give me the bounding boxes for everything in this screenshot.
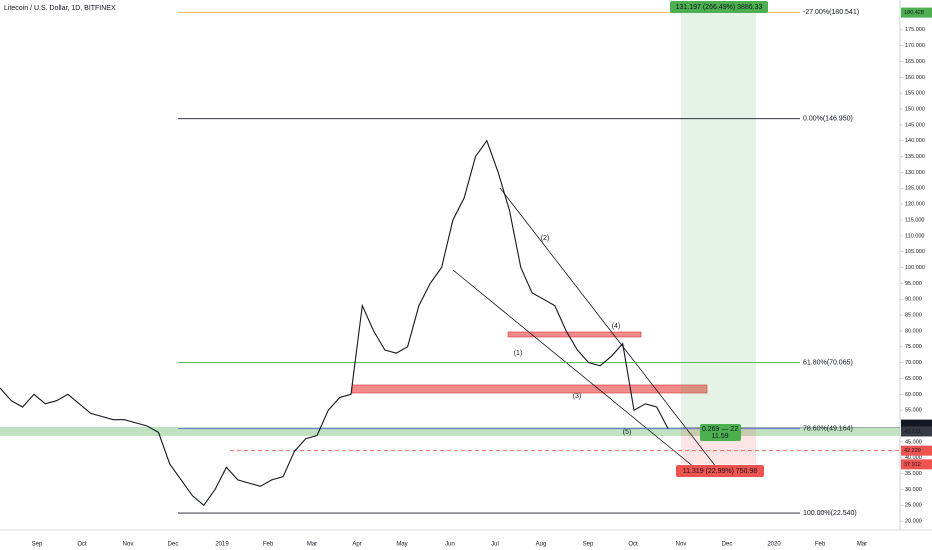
wave-label: (2) [541, 235, 550, 242]
price-tag [901, 445, 932, 456]
price-tag-label: 49.500 [904, 422, 921, 428]
y-tick-label: 90.000 [905, 297, 922, 303]
y-tick-label: 160.000 [905, 75, 925, 81]
y-tick-label: 75.000 [905, 344, 922, 350]
y-tick-label: 175.000 [905, 27, 925, 33]
x-tick-label: Apr [352, 542, 361, 548]
y-tick-label: 95.000 [905, 281, 922, 287]
stop-label: 11.319 (22.99%) 750.98 [683, 468, 758, 475]
stop-badge [676, 465, 764, 477]
y-tick-label: 30.000 [905, 487, 922, 493]
price-tag-label: 42.229 [904, 448, 921, 454]
mid-label: 11.59 [712, 433, 729, 440]
x-tick-label: Oct [628, 542, 638, 548]
y-tick-label: 40.000 [905, 455, 922, 461]
demand-zone [0, 427, 900, 436]
target-label: 131.197 (266.49%) 3886.33 [676, 4, 763, 11]
x-tick-label: Feb [815, 542, 826, 548]
price-tag-label: 49.231 [904, 429, 921, 435]
wave-label: (1) [514, 350, 523, 357]
resistance-zone [507, 331, 642, 338]
price-tag [901, 419, 932, 430]
y-tick-label: 115.000 [905, 217, 924, 223]
wave-label: (5) [623, 429, 632, 436]
y-tick-label: 70.000 [905, 360, 922, 366]
y-tick-label: 125.000 [905, 186, 925, 192]
x-tick-label: Dec [722, 542, 733, 548]
fib-label: 0.00%(146.950) [803, 116, 853, 123]
target-zone [681, 12, 756, 428]
y-tick-label: 145.000 [905, 122, 925, 128]
x-tick-label: Oct [77, 542, 87, 548]
y-tick-label: 45.000 [905, 439, 922, 445]
price-tag [901, 426, 932, 437]
y-tick-label: 65.000 [905, 376, 922, 382]
price-tag [901, 459, 932, 470]
trendline [452, 269, 701, 473]
x-tick-label: Jul [491, 542, 499, 548]
y-tick-label: 135.000 [905, 154, 925, 160]
y-tick-label: 25.000 [905, 503, 922, 509]
chart-title: Litecoin / U.S. Dollar, 1D, BITFINEX [4, 5, 116, 12]
x-tick-label: Sep [32, 542, 43, 548]
x-tick-label: Nov [123, 542, 134, 548]
y-tick-label: 130.000 [905, 170, 925, 176]
y-tick-label: 140.000 [905, 138, 925, 144]
y-tick-label: 170.000 [905, 43, 925, 49]
y-tick-label: 100.000 [905, 265, 925, 271]
x-tick-label: Feb [263, 542, 274, 548]
x-tick-label: Dec [168, 542, 179, 548]
x-tick-label: Sep [583, 542, 594, 548]
x-tick-label: Mar [307, 542, 317, 548]
y-tick-label: 155.000 [905, 91, 925, 97]
mid-label: 0.269 — 22 [702, 426, 738, 433]
zones [0, 12, 900, 465]
fib-label: 100.00%(22.540) [803, 510, 857, 517]
fib-label: 61.80%(70.065) [803, 359, 853, 366]
y-tick-label: 120.000 [905, 202, 925, 208]
y-tick-label: 150.000 [905, 106, 925, 112]
mid-badge [700, 424, 741, 441]
trendlines [452, 187, 721, 473]
y-tick-label: 20.000 [905, 519, 922, 525]
y-tick-label: 35.000 [905, 471, 922, 477]
x-tick-label: Nov [676, 542, 687, 548]
x-tick-label: 2019 [215, 542, 229, 548]
y-tick-label: 105.000 [905, 249, 925, 255]
price-line [0, 139, 669, 507]
y-tick-label: 55.000 [905, 408, 922, 414]
y-tick-label: 85.000 [905, 313, 922, 319]
fib-label: -27.00%(180.541) [803, 9, 859, 16]
x-tick-label: Mar [857, 542, 867, 548]
x-tick-label: 2020 [767, 542, 781, 548]
wave-label: (4) [612, 323, 621, 330]
x-tick-label: Aug [536, 542, 547, 548]
y-tick-label: 60.000 [905, 392, 922, 398]
price-tag-label: 37.912 [904, 462, 921, 468]
trendline [499, 187, 721, 473]
price-tag-label: 180.428 [904, 10, 924, 16]
y-tick-label: 80.000 [905, 328, 922, 334]
x-tick-label: Jun [445, 542, 455, 548]
price-tag [901, 7, 932, 18]
wave-label: (3) [573, 393, 582, 400]
target-badge [670, 1, 768, 13]
fib-label: 78.60%(49.164) [803, 426, 853, 433]
y-tick-label: 110.000 [905, 233, 924, 239]
x-tick-label: May [396, 542, 407, 548]
y-tick-label: 165.000 [905, 59, 925, 65]
